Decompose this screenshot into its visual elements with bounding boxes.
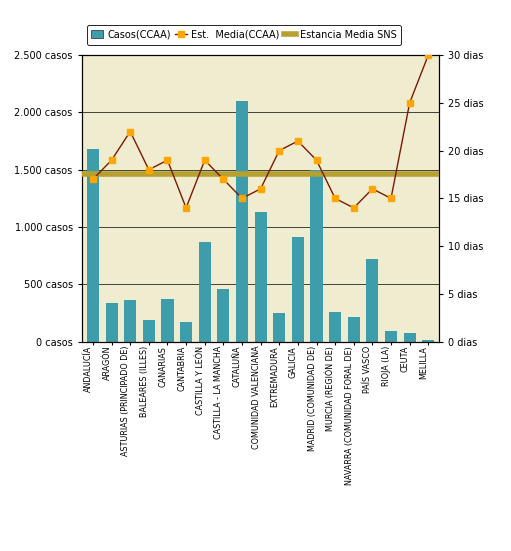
Bar bbox=[124, 300, 136, 342]
Bar bbox=[292, 237, 304, 342]
Bar bbox=[87, 149, 99, 342]
Bar bbox=[273, 313, 285, 342]
Bar bbox=[143, 320, 155, 342]
Bar bbox=[199, 242, 211, 342]
Bar bbox=[217, 289, 229, 342]
Bar bbox=[254, 212, 267, 342]
Bar bbox=[347, 317, 360, 342]
Bar bbox=[311, 170, 322, 342]
Legend: Casos(CCAA), Est.  Media(CCAA), Estancia Media SNS: Casos(CCAA), Est. Media(CCAA), Estancia … bbox=[87, 25, 401, 45]
Bar bbox=[329, 312, 341, 342]
Bar bbox=[366, 259, 379, 342]
Bar bbox=[422, 340, 434, 342]
Bar bbox=[236, 101, 248, 342]
Bar bbox=[161, 299, 174, 342]
Bar bbox=[180, 322, 192, 342]
Bar bbox=[404, 333, 416, 342]
Bar bbox=[105, 302, 118, 342]
Bar bbox=[385, 331, 397, 342]
